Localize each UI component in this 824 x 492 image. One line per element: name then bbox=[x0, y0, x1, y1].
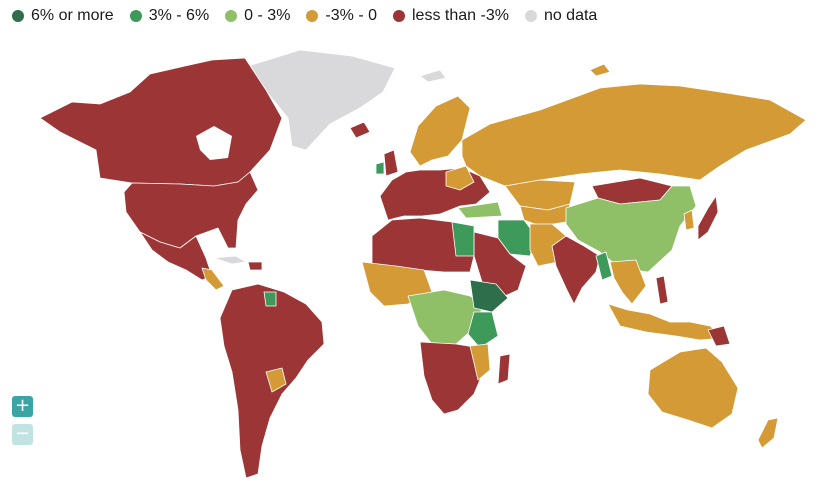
zoom-in-button[interactable]: + bbox=[12, 396, 33, 417]
region-southern-africa[interactable] bbox=[419, 341, 485, 415]
region-philippines[interactable] bbox=[655, 275, 669, 305]
region-canada-alaska[interactable] bbox=[39, 57, 283, 187]
region-ethiopia[interactable] bbox=[469, 279, 509, 313]
legend-item-less-than-minus3: less than -3% bbox=[393, 7, 509, 25]
legend-label: 3% - 6% bbox=[148, 7, 210, 24]
region-east-africa[interactable] bbox=[467, 311, 499, 349]
region-svalbard[interactable] bbox=[419, 69, 447, 83]
legend-swatch bbox=[129, 10, 142, 22]
region-indochina[interactable] bbox=[609, 259, 647, 305]
legend-item-0-to-3: 0 - 3% bbox=[225, 7, 290, 25]
legend-label: -3% - 0 bbox=[325, 7, 377, 24]
legend-swatch bbox=[12, 10, 24, 22]
region-turkey[interactable] bbox=[457, 201, 503, 219]
region-scandinavia[interactable] bbox=[409, 95, 471, 167]
region-ireland[interactable] bbox=[375, 161, 385, 175]
legend-item-6-or-more: 6% or more bbox=[12, 7, 114, 25]
region-new-zealand[interactable] bbox=[757, 417, 779, 449]
region-madagascar[interactable] bbox=[497, 353, 511, 385]
legend-item-3-to-6: 3% - 6% bbox=[129, 7, 210, 25]
region-china[interactable] bbox=[565, 185, 697, 273]
zoom-out-button[interactable]: − bbox=[12, 424, 33, 445]
legend-label: less than -3% bbox=[412, 7, 509, 24]
region-hudson-bay bbox=[196, 126, 232, 160]
legend-label: 0 - 3% bbox=[244, 7, 291, 24]
legend-label: 6% or more bbox=[31, 7, 114, 24]
legend-label: no data bbox=[543, 7, 598, 24]
legend-swatch bbox=[393, 10, 405, 22]
legend-swatch bbox=[524, 10, 537, 22]
region-egypt[interactable] bbox=[451, 221, 475, 257]
region-united-states[interactable] bbox=[123, 171, 259, 249]
region-korea[interactable] bbox=[683, 209, 695, 231]
region-guyana-suriname[interactable] bbox=[263, 291, 277, 307]
region-bangladesh-myanmar[interactable] bbox=[595, 251, 613, 281]
region-novaya-zemlya[interactable] bbox=[589, 63, 611, 77]
region-russia[interactable] bbox=[461, 83, 807, 187]
legend-item-minus3-to-0: -3% - 0 bbox=[306, 7, 377, 25]
region-paraguay[interactable] bbox=[265, 367, 287, 393]
legend-swatch bbox=[225, 10, 238, 22]
region-australia[interactable] bbox=[647, 347, 739, 429]
region-mozambique[interactable] bbox=[469, 343, 491, 381]
legend-swatch bbox=[306, 10, 319, 22]
region-papua[interactable] bbox=[707, 325, 731, 347]
region-indonesia[interactable] bbox=[607, 303, 725, 341]
region-cuba[interactable] bbox=[213, 255, 247, 265]
legend-item-no-data: no data bbox=[524, 7, 598, 25]
region-greenland[interactable] bbox=[247, 49, 396, 151]
region-caribbean[interactable] bbox=[247, 261, 263, 271]
region-uk[interactable] bbox=[383, 149, 399, 177]
region-iceland[interactable] bbox=[349, 121, 371, 139]
region-japan[interactable] bbox=[697, 195, 719, 241]
region-central-america[interactable] bbox=[201, 267, 225, 291]
region-eastern-europe[interactable] bbox=[445, 165, 475, 191]
region-india[interactable] bbox=[551, 235, 601, 305]
map-legend: 6% or more 3% - 6% 0 - 3% -3% - 0 less t… bbox=[12, 7, 597, 25]
